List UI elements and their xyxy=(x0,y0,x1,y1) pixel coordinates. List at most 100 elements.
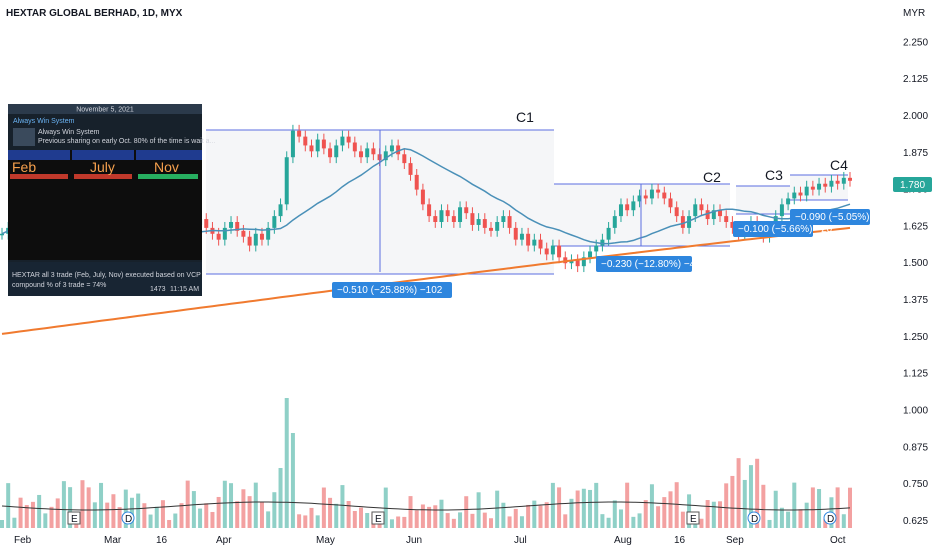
currency-label: MYR xyxy=(903,8,925,19)
candle-body xyxy=(272,216,277,228)
y-tick-label: 2.250 xyxy=(903,37,928,48)
candle-body xyxy=(810,186,815,190)
candle-body xyxy=(241,230,246,237)
x-tick-label: May xyxy=(316,535,335,546)
candle-body xyxy=(259,233,264,240)
measure-label: −0.100 (−5.66%) −20 xyxy=(738,224,833,235)
event-marker-shape xyxy=(371,511,385,525)
candle-body xyxy=(290,130,295,158)
candle-body xyxy=(550,245,555,255)
volume-bar xyxy=(433,505,438,528)
candle-body xyxy=(439,210,444,222)
measure-label: −0.510 (−25.88%) −102 xyxy=(337,285,443,296)
candle-body xyxy=(482,219,487,228)
candle-body xyxy=(507,216,512,228)
volume-bar xyxy=(798,509,803,528)
volume-bar xyxy=(848,487,852,528)
volume-bar xyxy=(334,503,339,528)
volume-bar xyxy=(680,511,685,528)
volume-bar xyxy=(241,489,246,528)
y-tick-label: 2.000 xyxy=(903,111,928,122)
y-tick-label: 1.000 xyxy=(903,405,928,416)
volume-bar xyxy=(835,487,840,528)
x-tick-label: 16 xyxy=(156,535,168,546)
candle-body xyxy=(229,222,234,228)
candle-body xyxy=(470,213,475,225)
candle-body xyxy=(588,251,593,258)
candle-body xyxy=(284,157,289,205)
volume-bar xyxy=(792,482,797,528)
candle-body xyxy=(687,216,692,228)
candle-body xyxy=(315,139,320,152)
candle-body xyxy=(309,145,314,152)
measure-label-bg xyxy=(790,209,870,225)
volume-bar xyxy=(173,513,178,528)
candle-body xyxy=(656,189,661,193)
inset-post-title: Always Win System xyxy=(38,129,100,136)
inset-caption-2: compound % of 3 trade = 74% xyxy=(12,282,106,289)
candle-body xyxy=(247,236,252,246)
volume-bar xyxy=(742,479,747,528)
event-marker-text: E xyxy=(690,514,697,525)
volume-bar xyxy=(61,481,66,528)
event-marker: D xyxy=(747,511,761,525)
candle-body xyxy=(464,207,469,214)
volume-bar xyxy=(402,516,407,528)
candle-body xyxy=(693,204,698,217)
volume-bar xyxy=(92,502,97,528)
inset-month-2: July xyxy=(90,159,115,175)
volume-bar xyxy=(643,500,648,528)
candle-body xyxy=(402,154,407,164)
volume-bar xyxy=(656,506,661,528)
event-marker-shape xyxy=(686,511,700,525)
y-tick-label: 1.375 xyxy=(903,295,928,306)
cup-label: C4 xyxy=(830,157,848,173)
cup-label: C2 xyxy=(703,169,721,185)
volume-bar xyxy=(198,508,203,528)
cup-label: C1 xyxy=(516,109,534,125)
inset-post[interactable]: November 5, 2021 Always Win System Alway… xyxy=(8,104,215,296)
volume-moving-average xyxy=(1,501,851,511)
candle-body xyxy=(383,151,388,161)
volume-bar xyxy=(346,501,351,528)
candle-body xyxy=(625,204,630,211)
volume-bar xyxy=(86,487,91,528)
candle-body xyxy=(699,204,704,211)
volume-bar xyxy=(810,487,815,528)
y-tick-label: 1.125 xyxy=(903,369,928,380)
candle-body xyxy=(365,148,370,158)
candle-body xyxy=(334,145,339,158)
y-tick-label: 1.500 xyxy=(903,258,928,269)
volume-bar xyxy=(779,507,784,528)
candle-body xyxy=(557,245,562,258)
volume-bar xyxy=(136,493,141,528)
candle-body xyxy=(328,148,333,158)
volume-bar xyxy=(55,498,60,528)
candle-body xyxy=(612,216,617,228)
volume-bar xyxy=(427,506,432,528)
volume-bar xyxy=(612,500,617,528)
inset-views: 1473 xyxy=(150,286,166,293)
candle-body xyxy=(575,260,580,267)
volume-bar xyxy=(99,482,104,528)
volume-bar xyxy=(284,398,289,528)
volume-bar xyxy=(631,516,636,528)
volume-bar xyxy=(736,458,741,528)
y-axis[interactable]: 2.2502.1252.0001.8751.7501.6251.5001.375… xyxy=(903,37,928,526)
candle-body xyxy=(278,204,283,217)
volume-bar xyxy=(501,502,506,528)
volume-bar xyxy=(600,514,605,528)
volume-bar xyxy=(488,518,493,528)
measure-label: −0.090 (−5.05%) −18 xyxy=(795,212,890,223)
volume-bar xyxy=(309,507,314,528)
candle-body xyxy=(420,189,425,205)
x-tick-label: Jun xyxy=(406,535,422,546)
volume-bar xyxy=(841,514,846,528)
candle-body xyxy=(371,148,376,155)
x-axis[interactable]: Feb Mar 16 Apr May Jun Jul Aug 16 Sep Oct xyxy=(14,535,846,546)
volume-bar xyxy=(408,496,413,528)
moving-average-long xyxy=(1,226,851,335)
volume-bar xyxy=(210,511,215,528)
volume-bar xyxy=(507,516,512,528)
